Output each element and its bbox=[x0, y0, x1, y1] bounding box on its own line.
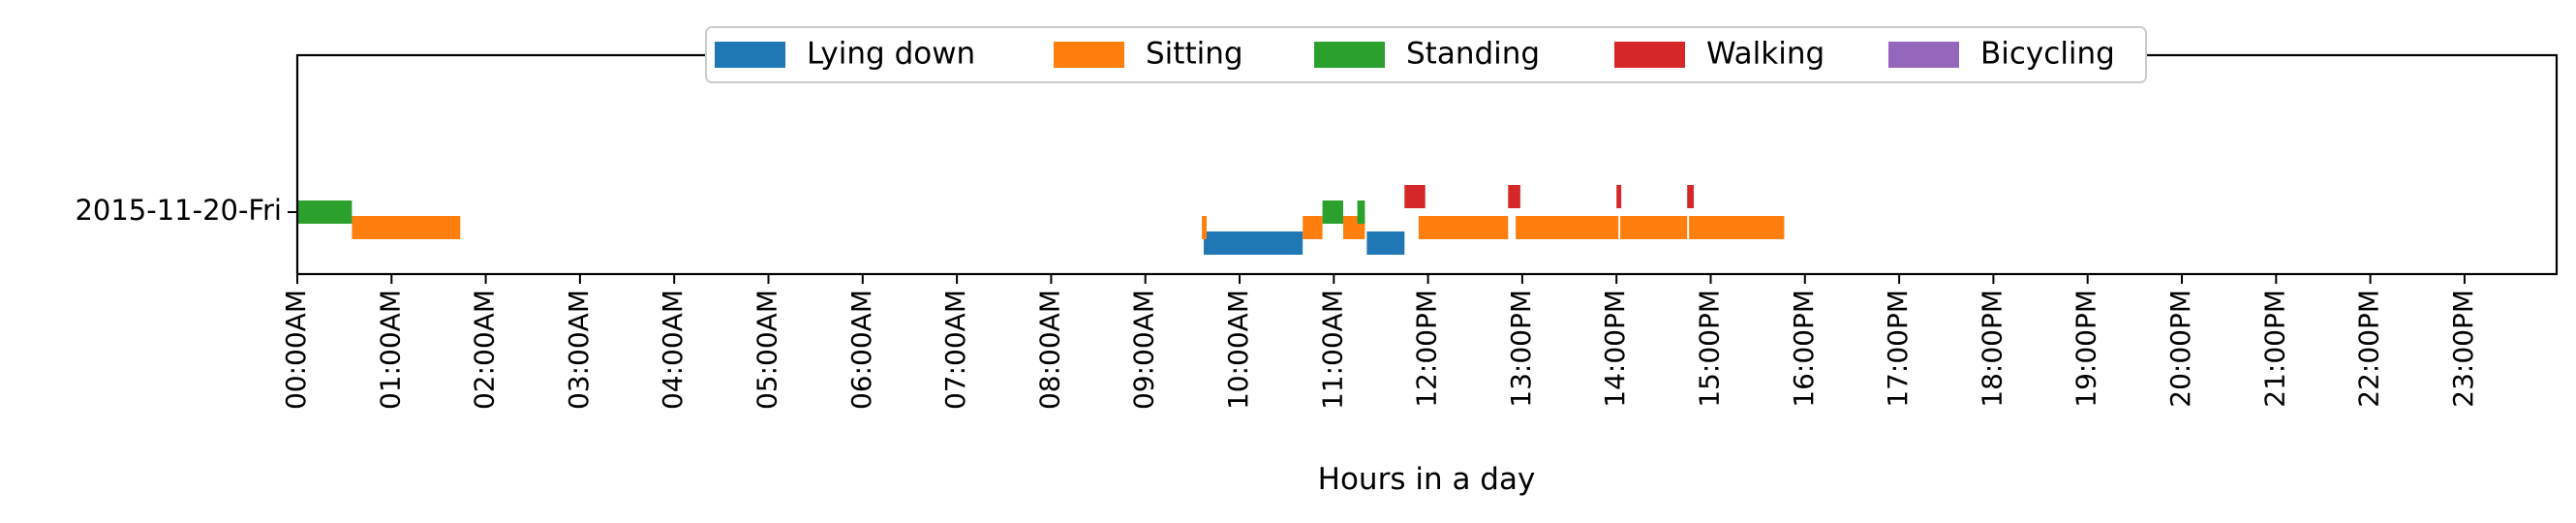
x-tick-label: 21:00PM bbox=[2258, 290, 2290, 408]
bars-layer bbox=[297, 185, 1785, 255]
plot-frame bbox=[295, 53, 2559, 276]
x-tick-label: 00:00AM bbox=[280, 290, 312, 410]
x-tick-label: 14:00PM bbox=[1599, 290, 1631, 408]
x-tick-label: 08:00AM bbox=[1033, 290, 1065, 410]
bar-sitting bbox=[1418, 216, 1509, 239]
x-tick-label: 06:00AM bbox=[845, 290, 877, 410]
x-tick-label: 05:00AM bbox=[751, 290, 783, 410]
series-walking bbox=[1404, 185, 1694, 208]
y-axis: 2015-11-20-Fri bbox=[75, 194, 297, 227]
bar-sitting bbox=[1620, 216, 1688, 239]
bar-lying-down bbox=[1204, 231, 1303, 255]
x-tick-label: 16:00PM bbox=[1788, 290, 1820, 408]
legend-swatch bbox=[1888, 42, 1959, 68]
bar-sitting bbox=[1303, 216, 1323, 239]
x-axis-label: Hours in a day bbox=[1318, 462, 1536, 497]
x-tick-label: 11:00AM bbox=[1316, 290, 1348, 410]
legend-item-standing: Standing bbox=[1314, 37, 1540, 72]
x-tick-label: 04:00AM bbox=[657, 290, 689, 410]
bar-walking bbox=[1616, 185, 1622, 208]
x-tick-label: 10:00AM bbox=[1222, 290, 1254, 410]
legend-item-lying-down: Lying down bbox=[715, 37, 975, 72]
x-tick-label: 18:00PM bbox=[1976, 290, 2008, 408]
legend-label: Bicycling bbox=[1980, 37, 2115, 72]
x-tick-label: 20:00PM bbox=[2164, 290, 2196, 408]
legend-item-sitting: Sitting bbox=[1054, 37, 1243, 72]
bar-walking bbox=[1508, 185, 1520, 208]
x-tick-label: 13:00PM bbox=[1505, 290, 1537, 408]
legend-swatch bbox=[1614, 42, 1685, 68]
x-tick-label: 22:00PM bbox=[2353, 290, 2385, 408]
legend: Lying down Sitting Standing Walking Bicyclin… bbox=[705, 26, 2147, 83]
x-tick-label: 07:00AM bbox=[939, 290, 971, 410]
bar-standing bbox=[1357, 200, 1365, 224]
legend-item-walking: Walking bbox=[1614, 37, 1825, 72]
bar-sitting bbox=[1516, 216, 1619, 239]
bar-sitting bbox=[1202, 216, 1207, 239]
legend-swatch bbox=[1054, 42, 1124, 68]
legend-item-bicycling: Bicycling bbox=[1888, 37, 2115, 72]
bar-sitting bbox=[1689, 216, 1785, 239]
x-tick-label: 02:00AM bbox=[469, 290, 501, 410]
x-tick-label: 23:00PM bbox=[2447, 290, 2479, 408]
x-axis: 00:00AM 01:00AM 02:00AM 03:00AM 04:00AM 05:00… bbox=[280, 274, 2479, 410]
x-tick-label: 01:00AM bbox=[374, 290, 406, 410]
x-tick-label: 12:00PM bbox=[1411, 290, 1443, 408]
series-sitting bbox=[352, 216, 1785, 239]
legend-swatch bbox=[715, 42, 785, 68]
bar-walking bbox=[1404, 185, 1426, 208]
x-tick-label: 03:00AM bbox=[563, 290, 595, 410]
bar-sitting bbox=[352, 216, 461, 239]
series-lying-down bbox=[1204, 231, 1405, 255]
y-tick-label: 2015-11-20-Fri bbox=[75, 194, 282, 227]
x-tick-label: 19:00PM bbox=[2070, 290, 2102, 408]
legend-label: Sitting bbox=[1146, 37, 1243, 72]
legend-label: Lying down bbox=[807, 37, 975, 72]
legend-box bbox=[705, 26, 2147, 83]
bar-walking bbox=[1687, 185, 1694, 208]
bar-lying-down bbox=[1366, 231, 1405, 255]
legend-label: Standing bbox=[1406, 37, 1540, 72]
bar-standing bbox=[297, 200, 353, 224]
x-tick-label: 15:00PM bbox=[1694, 290, 1726, 408]
series-standing bbox=[297, 200, 1365, 224]
legend-swatch bbox=[1314, 42, 1385, 68]
x-tick-label: 09:00AM bbox=[1128, 290, 1160, 410]
legend-label: Walking bbox=[1706, 37, 1825, 72]
x-tick-label: 17:00PM bbox=[1882, 290, 1914, 408]
bar-standing bbox=[1322, 200, 1343, 224]
